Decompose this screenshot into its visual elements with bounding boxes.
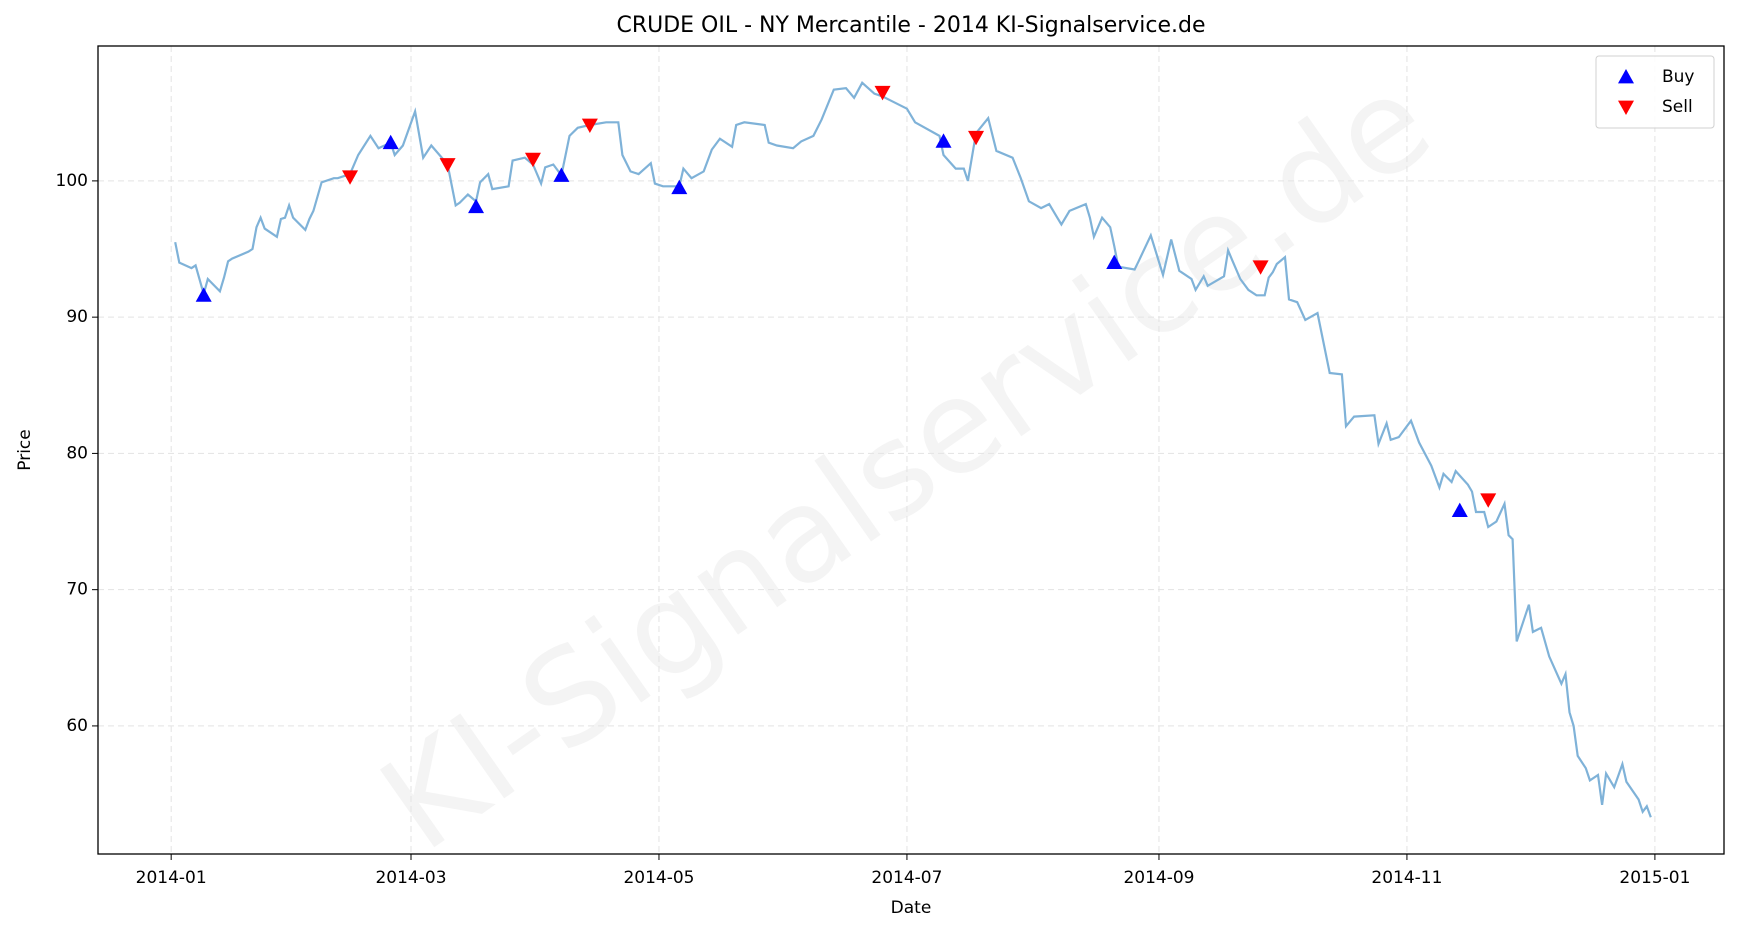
signal-marker — [1480, 493, 1497, 508]
x-tick-label: 2014-01 — [136, 868, 207, 888]
y-tick-label: 90 — [66, 307, 88, 327]
x-tick-label: 2014-09 — [1123, 868, 1194, 888]
watermark: KI-Signalservice.de — [354, 45, 1456, 880]
signal-marker — [468, 198, 485, 214]
y-axis-label: Price — [15, 429, 35, 470]
legend-label: Buy — [1662, 67, 1695, 87]
signal-marker — [1252, 260, 1269, 275]
signal-marker — [195, 287, 212, 302]
signal-marker — [439, 158, 456, 173]
x-tick-label: 2014-03 — [375, 868, 446, 888]
y-tick-label: 60 — [66, 716, 88, 736]
axes-frame — [97, 45, 1725, 855]
y-tick-label: 100 — [56, 171, 88, 191]
x-tick-label: 2014-11 — [1371, 868, 1442, 888]
legend-marker — [1618, 100, 1634, 115]
signal-marker — [342, 170, 359, 185]
signal-marker — [581, 118, 598, 134]
signal-marker — [968, 130, 985, 146]
y-tick-label: 80 — [66, 443, 88, 463]
x-axis-label: Date — [891, 898, 932, 918]
signal-marker — [524, 152, 541, 168]
signal-marker — [671, 179, 688, 195]
signal-marker — [1106, 254, 1123, 270]
x-tick-label: 2014-07 — [871, 868, 942, 888]
signal-marker — [553, 167, 570, 182]
signal-marker — [1451, 502, 1468, 518]
x-tick-label: 2015-01 — [1619, 868, 1690, 888]
legend-box — [1595, 55, 1715, 129]
signal-marker — [935, 133, 952, 148]
legend-marker — [1618, 69, 1634, 84]
x-tick-label: 2014-05 — [623, 868, 694, 888]
legend-label: Sell — [1662, 97, 1693, 117]
signal-marker — [382, 134, 399, 150]
signal-marker — [874, 85, 891, 101]
y-tick-label: 70 — [66, 580, 88, 600]
chart-title: CRUDE OIL - NY Mercantile - 2014 KI-Sign… — [616, 13, 1205, 38]
